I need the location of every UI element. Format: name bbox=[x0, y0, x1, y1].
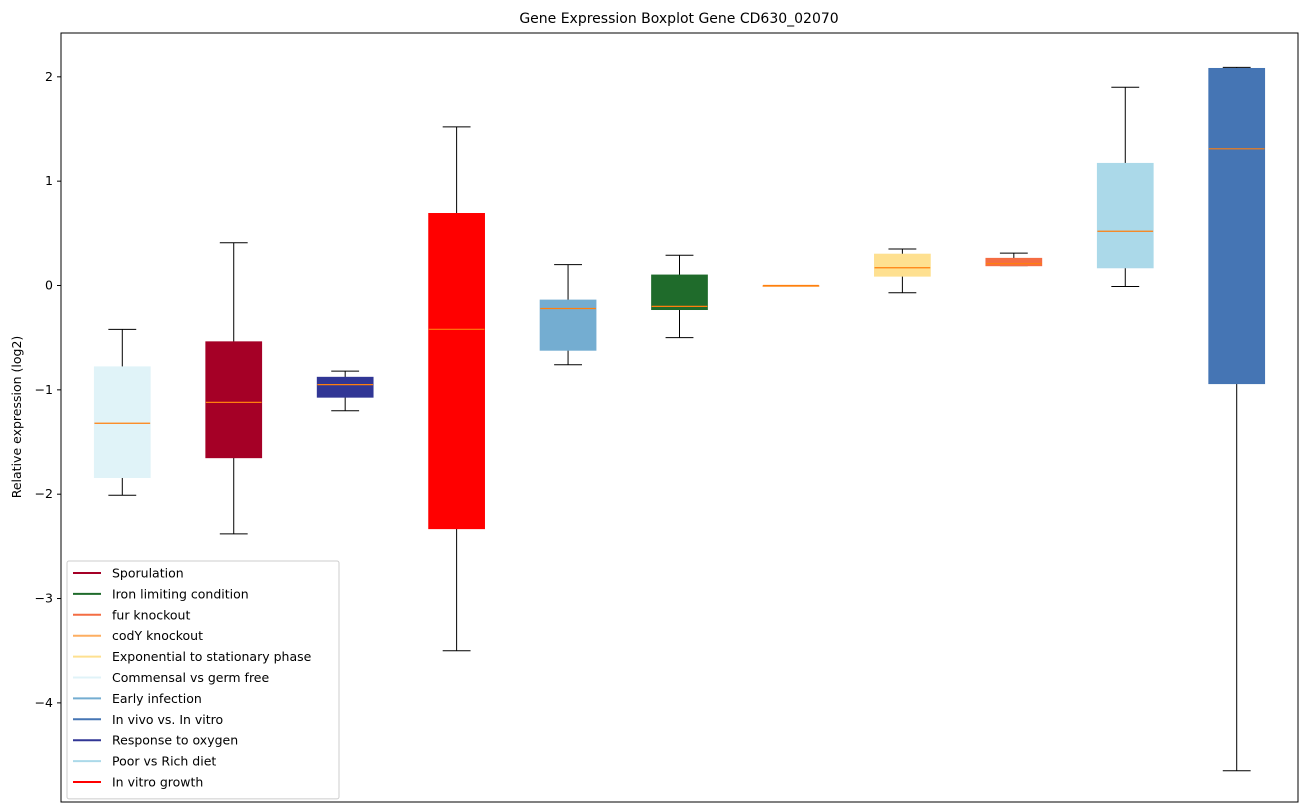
box-in-vitro-growth bbox=[428, 126, 485, 652]
box-iqr bbox=[93, 366, 151, 478]
y-tick-label: −2 bbox=[35, 486, 53, 501]
box-commensal-vs-germ-free bbox=[93, 328, 151, 496]
y-tick-label: −1 bbox=[35, 382, 53, 397]
box-in-vivo-vs-in-vitro bbox=[1208, 66, 1266, 772]
y-tick-label: 0 bbox=[45, 278, 53, 293]
legend-label: In vitro growth bbox=[112, 775, 203, 790]
box-cody-knockout bbox=[762, 284, 820, 288]
box-response-to-oxygen bbox=[316, 370, 374, 412]
legend-label: Iron limiting condition bbox=[112, 586, 249, 601]
box-iqr bbox=[428, 213, 485, 530]
box-iqr bbox=[205, 341, 263, 459]
legend-label: Early infection bbox=[112, 691, 202, 706]
chart-title: Gene Expression Boxplot Gene CD630_02070 bbox=[519, 11, 838, 27]
box-early-infection bbox=[539, 264, 597, 366]
legend-frame bbox=[66, 560, 340, 800]
box-iqr bbox=[874, 253, 931, 277]
y-axis-label: Relative expression (log2) bbox=[9, 336, 24, 499]
y-tick-label: −3 bbox=[35, 591, 53, 606]
box-exponential-to-stationary-phase bbox=[874, 248, 931, 294]
boxes-layer bbox=[93, 66, 1266, 772]
legend: Sporulation Iron limiting condition fur kn… bbox=[66, 560, 340, 800]
box-iqr bbox=[651, 274, 708, 311]
legend-label: In vivo vs. In vitro bbox=[112, 712, 223, 727]
box-iqr bbox=[1096, 162, 1154, 269]
legend-label: Poor vs Rich diet bbox=[112, 754, 216, 769]
box-iron-limiting-condition bbox=[651, 254, 708, 339]
y-tick-label: 1 bbox=[45, 173, 53, 188]
box-iqr bbox=[1208, 67, 1266, 385]
legend-label: Sporulation bbox=[112, 566, 184, 581]
box-iqr bbox=[985, 257, 1043, 267]
legend-label: Exponential to stationary phase bbox=[112, 649, 312, 664]
y-tick-label: 2 bbox=[45, 69, 53, 84]
box-poor-vs-rich-diet bbox=[1096, 86, 1154, 288]
plot-area-frame bbox=[60, 32, 1299, 803]
box-iqr bbox=[539, 299, 597, 351]
y-axis: 2 1 0 −1 −2 −3 −4 bbox=[35, 69, 61, 710]
box-iqr bbox=[316, 376, 374, 398]
box-fur-knockout bbox=[985, 252, 1043, 267]
box-sporulation bbox=[205, 242, 263, 535]
legend-label: Commensal vs germ free bbox=[112, 670, 269, 685]
y-tick-label: −4 bbox=[35, 695, 53, 710]
legend-label: codY knockout bbox=[112, 628, 203, 643]
legend-label: Response to oxygen bbox=[112, 733, 238, 748]
legend-label: fur knockout bbox=[112, 607, 190, 622]
